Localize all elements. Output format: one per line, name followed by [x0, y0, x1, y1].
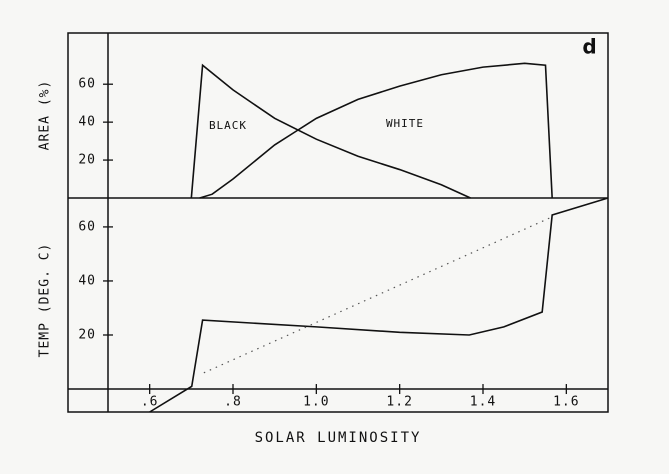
x-axis-label: SOLAR LUMINOSITY [255, 430, 422, 446]
y-axis-label: AREA (%) [38, 80, 53, 151]
series-label: WHITE [386, 117, 424, 130]
y-tick-label: 20 [78, 153, 96, 168]
x-tick-label: 1.2 [386, 395, 412, 410]
panel-letter: d [582, 35, 597, 59]
y-tick-label: 60 [78, 77, 96, 92]
series-line [149, 197, 609, 413]
y-tick-label: 60 [78, 219, 96, 234]
x-tick-label: 1.0 [303, 395, 329, 410]
series-line [199, 62, 553, 199]
x-tick-label: .8 [224, 395, 242, 410]
series-line [190, 63, 471, 199]
series-line [203, 215, 555, 374]
x-tick-label: 1.4 [470, 395, 496, 410]
y-axis-label: TEMP (DEG. C) [38, 243, 53, 358]
y-tick-label: 40 [78, 115, 96, 130]
y-tick-label: 40 [78, 273, 96, 288]
series-label: BLACK [209, 119, 247, 132]
frame [67, 32, 609, 413]
x-tick-label: 1.6 [553, 395, 579, 410]
x-tick-label: .6 [141, 395, 159, 410]
y-tick-label: 20 [78, 327, 96, 342]
